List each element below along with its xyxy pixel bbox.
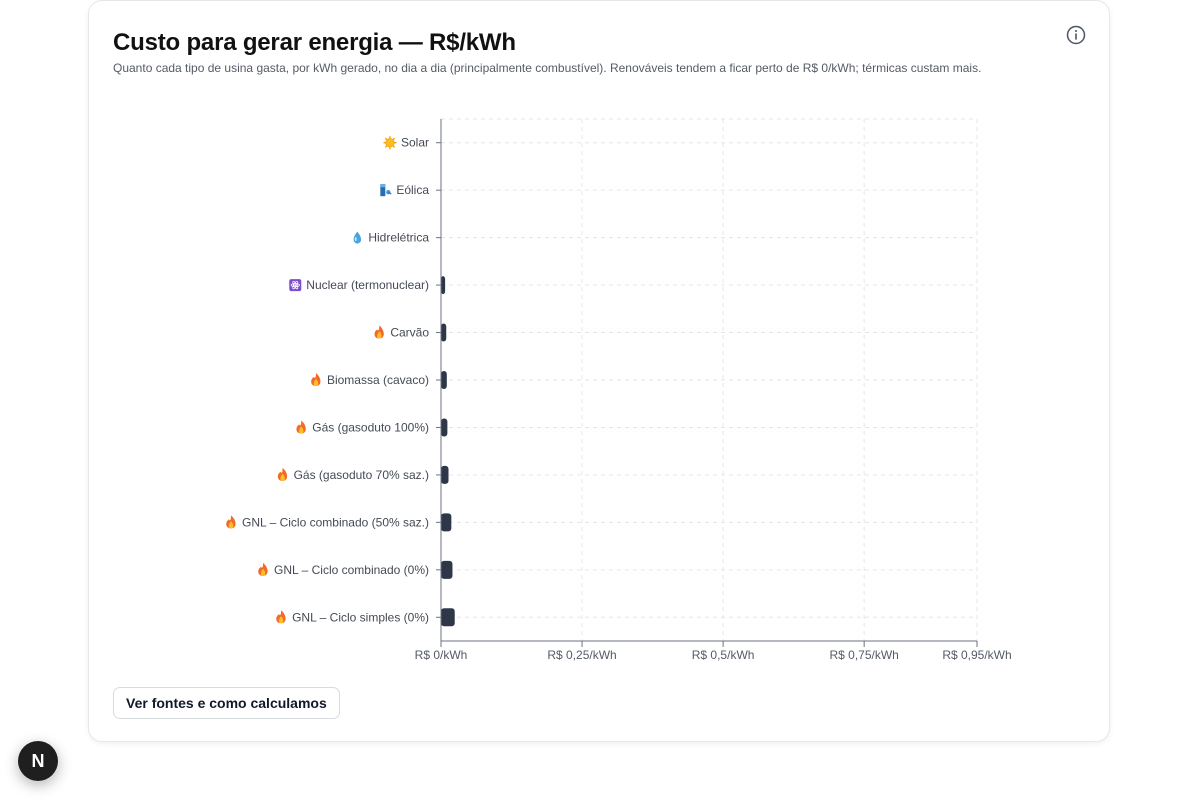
category-label: Gás (gasoduto 70% saz.) [294,468,429,482]
x-tick-label: R$ 0,75/kWh [829,648,898,662]
bar[interactable] [441,465,449,484]
fire-icon [277,467,288,481]
category-label: Biomassa (cavaco) [327,373,429,387]
chart-tick-labels: R$ 0/kWh R$ 0,25/kWh R$ 0,5/kWh R$ 0,75/kWh… [415,648,1012,662]
category-label: Solar [401,136,429,150]
atom-icon [289,279,302,292]
fire-icon [258,562,268,576]
x-tick-label: R$ 0/kWh [415,648,468,662]
chart-subtitle: Quanto cada tipo de usina gasta, por kWh… [113,61,982,75]
view-sources-button[interactable]: Ver fontes e como calculamos [113,687,340,719]
category-label: GNL – Ciclo combinado (50% saz.) [242,515,429,529]
category-label: Eólica [396,183,429,197]
bar[interactable] [441,608,455,627]
x-tick-label: R$ 0,5/kWh [692,648,755,662]
fire-icon [296,420,306,434]
chart-axes [436,119,978,647]
category-label: Gás (gasoduto 100%) [312,420,429,434]
next-badge-letter: N [31,750,45,771]
fire-icon [226,515,236,529]
sun-icon [383,136,397,150]
fire-icon [276,610,286,624]
chart-title: Custo para gerar energia — R$/kWh [113,29,516,56]
next-dev-badge[interactable]: N [18,741,58,781]
chart-card: Custo para gerar energia — R$/kWh Quanto… [88,0,1110,742]
droplet-icon [353,231,362,244]
bar[interactable] [441,513,452,532]
wind-turbine-icon [380,184,392,197]
bar[interactable] [441,418,448,437]
bar[interactable] [441,276,446,295]
x-tick-label: R$ 0,25/kWh [547,648,616,662]
bar-chart: Solar Eólica Hidrelétrica Nuclear (termonuc… [226,118,1012,662]
category-label: GNL – Ciclo simples (0%) [292,610,429,624]
chart-bars [441,276,455,627]
info-icon[interactable] [1065,24,1087,46]
category-label: Carvão [390,326,429,340]
chart-grid [440,118,978,641]
bar[interactable] [441,323,447,342]
x-tick-label: R$ 0,95/kWh [942,648,1011,662]
category-label: Hidrelétrica [368,231,429,245]
bar[interactable] [441,560,453,579]
fire-icon [374,325,384,339]
category-label: GNL – Ciclo combinado (0%) [274,563,429,577]
category-label: Nuclear (termonuclear) [306,278,429,292]
fire-icon [311,373,321,386]
bar[interactable] [441,371,447,389]
chart-category-labels: Solar Eólica Hidrelétrica Nuclear (termonuc… [226,136,429,624]
